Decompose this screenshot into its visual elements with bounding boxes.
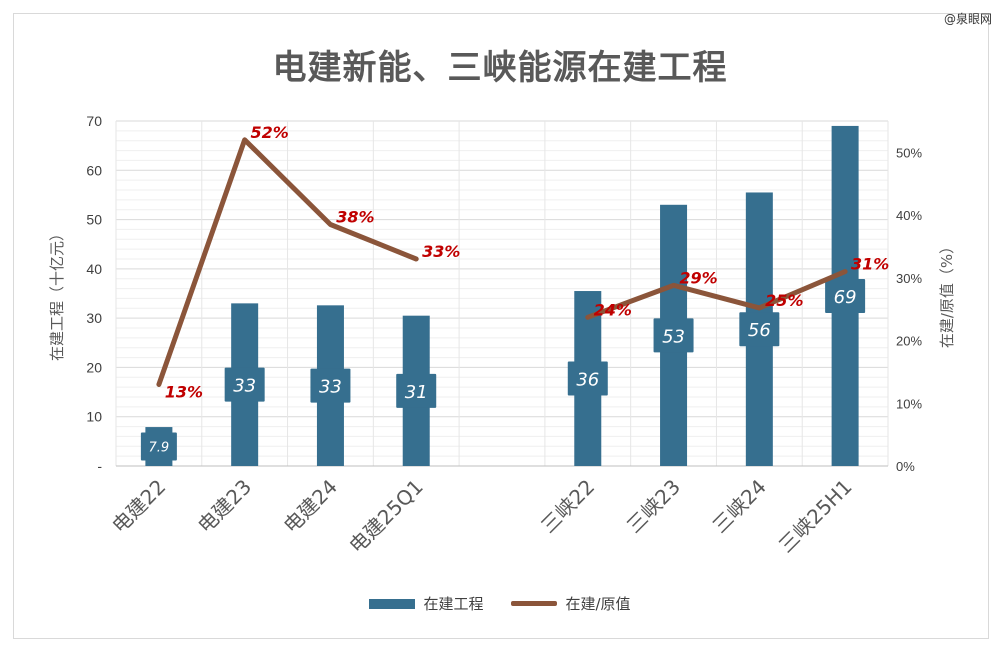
line-data-label: 38% <box>336 208 374 227</box>
bar-label-box <box>567 361 608 396</box>
bar-label-box <box>653 318 694 353</box>
line-data-label: 31% <box>851 255 889 274</box>
legend-item-line: 在建/原值 <box>511 593 631 614</box>
line-data-label: 24% <box>594 300 632 319</box>
legend: 在建工程 在建/原值 <box>0 593 1000 614</box>
line-point <box>157 382 161 386</box>
y-tick-label: 40 <box>86 261 102 277</box>
bar-data-label: 7.9 <box>149 441 170 456</box>
chart-frame <box>13 13 989 639</box>
bar-label-box <box>310 368 351 403</box>
line-point <box>328 223 332 226</box>
bar-data-label: 69 <box>834 287 857 308</box>
y-tick-label: 70 <box>86 113 102 129</box>
bar-label-box <box>224 367 265 402</box>
y-tick-label: 60 <box>86 162 102 178</box>
y2-tick-label: 10% <box>896 396 922 411</box>
y-tick-label: - <box>97 458 102 474</box>
y2-axis-title: 在建/原值（%） <box>938 239 956 348</box>
line-point <box>757 306 761 310</box>
line-data-label: 33% <box>422 242 460 261</box>
x-tick-label: 三峡23 <box>622 475 685 538</box>
y-tick-label: 10 <box>86 409 102 425</box>
line-point <box>414 257 418 261</box>
x-tick-label: 三峡22 <box>536 475 599 538</box>
bar-data-label: 33 <box>319 377 342 398</box>
line-point <box>586 315 590 319</box>
x-tick-label: 电建24 <box>279 475 342 538</box>
y-axis-title: 在建工程（十亿元） <box>48 226 66 361</box>
legend-swatch-line <box>511 601 558 606</box>
legend-item-bar: 在建工程 <box>369 593 483 614</box>
line-data-label: 29% <box>679 268 717 287</box>
bar-label-box <box>396 373 437 408</box>
x-tick-label: 三峡25H1 <box>774 475 857 558</box>
line-series <box>585 269 848 320</box>
line-data-label: 52% <box>251 123 289 142</box>
y-tick-label: 30 <box>86 310 102 326</box>
y2-tick-label: 0% <box>896 459 915 474</box>
bar-label-box <box>140 432 177 461</box>
legend-swatch-bar <box>369 598 416 609</box>
x-tick-label: 三峡24 <box>708 475 771 538</box>
legend-label-line: 在建/原值 <box>565 595 631 613</box>
y2-tick-label: 30% <box>896 271 922 286</box>
x-tick-label: 电建25Q1 <box>344 475 427 558</box>
legend-label-bar: 在建工程 <box>423 595 484 613</box>
bar-data-label: 36 <box>576 370 599 391</box>
bar-data-label: 33 <box>233 376 256 397</box>
y-tick-label: 20 <box>86 359 102 375</box>
y2-tick-label: 40% <box>896 208 922 223</box>
bar-data-label: 31 <box>405 382 428 403</box>
bar-data-label: 56 <box>748 320 771 341</box>
line-data-label: 25% <box>765 291 803 310</box>
line-point <box>843 270 847 274</box>
bar-data-label: 53 <box>662 326 685 347</box>
x-tick-label: 电建22 <box>107 475 170 538</box>
y2-tick-label: 20% <box>896 334 922 349</box>
bar-label-box <box>825 278 866 313</box>
y2-tick-label: 50% <box>896 145 922 160</box>
line-data-label: 13% <box>165 382 203 401</box>
y-tick-label: 50 <box>86 212 102 228</box>
x-tick-label: 电建23 <box>193 475 256 538</box>
line-series <box>156 137 419 387</box>
chart-title: 电建新能、三峡能源在建工程 <box>272 48 728 88</box>
line-point <box>243 138 247 142</box>
bar-label-box <box>739 312 780 347</box>
line-point <box>672 283 676 287</box>
watermark: @泉眼网 <box>943 12 992 26</box>
